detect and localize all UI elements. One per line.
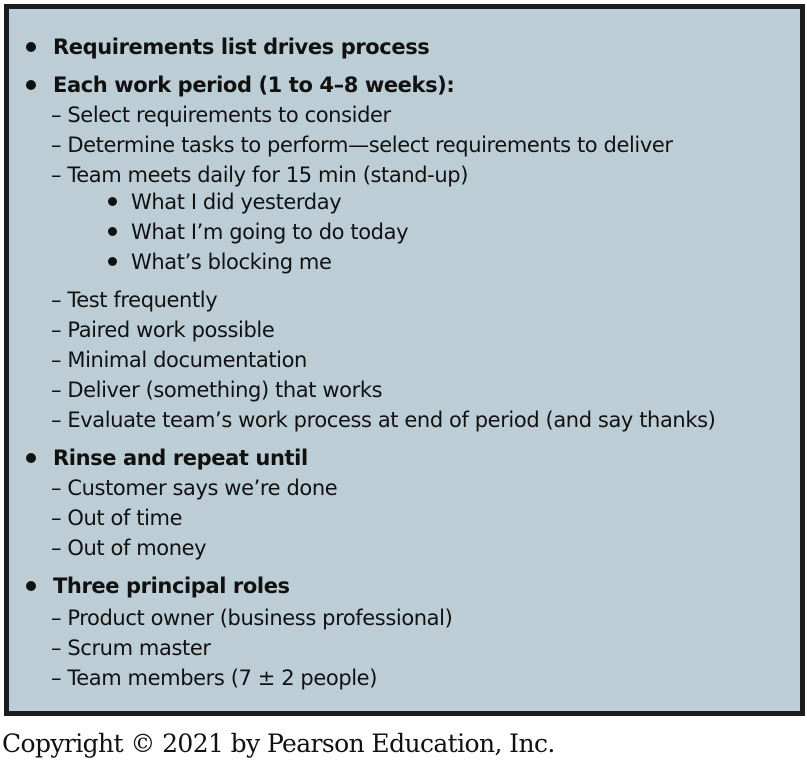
list-item: – Select requirements to consider (51, 103, 391, 127)
content-panel: Requirements list drives process Each wo… (4, 4, 805, 716)
list-item: – Out of time (51, 506, 183, 530)
list-item: – Customer says we’re done (51, 476, 338, 500)
bullet-icon (108, 227, 117, 236)
list-item: – Deliver (something) that works (51, 378, 383, 402)
bullet-icon (108, 197, 117, 206)
section-heading: Three principal roles (53, 574, 290, 598)
list-item: – Determine tasks to perform—select requ… (51, 133, 673, 157)
bullet-icon (26, 581, 36, 591)
bullet-icon (108, 257, 117, 266)
sub-list-item: What’s blocking me (131, 250, 332, 274)
list-item: – Paired work possible (51, 318, 275, 342)
list-item: – Team meets daily for 15 min (stand-up) (51, 163, 468, 187)
list-item: – Test frequently (51, 288, 218, 312)
section-heading: Rinse and repeat until (53, 446, 308, 470)
list-item: – Product owner (business professional) (51, 606, 453, 630)
bullet-icon (26, 42, 36, 52)
sub-list-item: What I did yesterday (131, 190, 342, 214)
list-item: – Out of money (51, 536, 207, 560)
section-heading: Each work period (1 to 4–8 weeks): (53, 73, 455, 97)
bullet-icon (26, 453, 36, 463)
list-item: – Minimal documentation (51, 348, 307, 372)
list-item: – Evaluate team’s work process at end of… (51, 408, 716, 432)
section-heading: Requirements list drives process (53, 35, 430, 59)
list-item: – Scrum master (51, 636, 211, 660)
list-item: – Team members (7 ± 2 people) (51, 666, 377, 690)
copyright-notice: Copyright © 2021 by Pearson Education, I… (2, 729, 555, 758)
sub-list-item: What I’m going to do today (131, 220, 409, 244)
bullet-icon (26, 80, 36, 90)
